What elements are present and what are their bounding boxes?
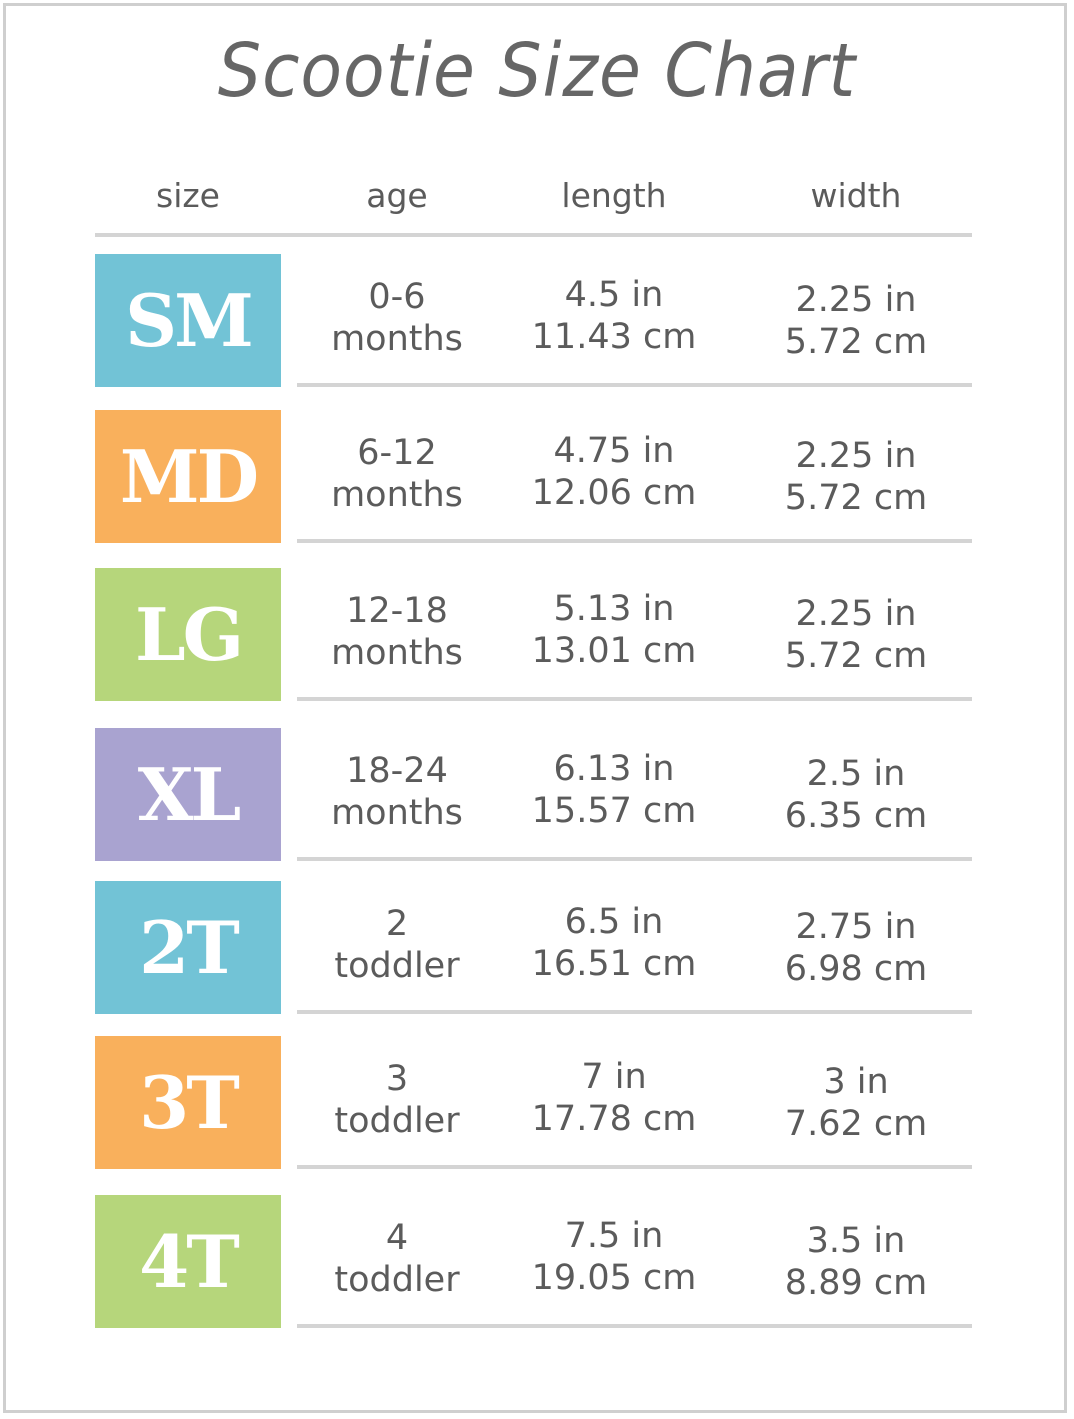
age-value: 4	[385, 1218, 409, 1258]
age-cell: 4 toddler	[277, 1217, 517, 1301]
length-cm: 19.05 cm	[531, 1258, 697, 1298]
age-cell: 6-12 months	[277, 432, 517, 516]
row-divider	[297, 1324, 972, 1328]
length-in: 5.13 in	[553, 589, 675, 629]
length-cm: 15.57 cm	[531, 791, 697, 831]
length-in: 6.5 in	[564, 902, 664, 942]
length-cm: 12.06 cm	[531, 473, 697, 513]
size-badge: 3T	[95, 1036, 281, 1169]
width-cell: 2.75 in 6.98 cm	[736, 906, 976, 990]
age-value: 12-18	[346, 591, 448, 631]
table-row: LG 12-18 months 5.13 in 13.01 cm 2.25 in…	[0, 568, 1074, 725]
width-cm: 6.98 cm	[784, 949, 928, 989]
size-badge: 4T	[95, 1195, 281, 1328]
length-in: 7 in	[581, 1057, 647, 1097]
length-cm: 11.43 cm	[531, 317, 697, 357]
length-cell: 4.5 in 11.43 cm	[494, 274, 734, 358]
row-divider	[297, 539, 972, 543]
length-cell: 7.5 in 19.05 cm	[494, 1215, 734, 1299]
age-value: 18-24	[346, 751, 448, 791]
header-size: size	[156, 176, 220, 215]
table-row: 4T 4 toddler 7.5 in 19.05 cm 3.5 in 8.89…	[0, 1195, 1074, 1352]
chart-frame	[3, 3, 1067, 1413]
age-cell: 18-24 months	[277, 750, 517, 834]
length-cm: 16.51 cm	[531, 944, 697, 984]
width-cell: 2.25 in 5.72 cm	[736, 593, 976, 677]
width-in: 2.5 in	[806, 754, 906, 794]
age-unit: toddler	[334, 946, 460, 986]
size-badge: LG	[95, 568, 281, 701]
width-in: 2.75 in	[795, 907, 917, 947]
length-cell: 6.5 in 16.51 cm	[494, 901, 734, 985]
row-divider	[297, 857, 972, 861]
age-value: 0-6	[368, 277, 426, 317]
size-badge: 2T	[95, 881, 281, 1014]
table-row: 3T 3 toddler 7 in 17.78 cm 3 in 7.62 cm	[0, 1036, 1074, 1193]
header-length: length	[561, 176, 667, 215]
table-row: 2T 2 toddler 6.5 in 16.51 cm 2.75 in 6.9…	[0, 881, 1074, 1038]
header-divider	[95, 233, 972, 237]
width-cell: 3 in 7.62 cm	[736, 1061, 976, 1145]
header-width: width	[810, 176, 902, 215]
age-unit: months	[331, 633, 463, 673]
width-cm: 6.35 cm	[784, 796, 928, 836]
length-cell: 4.75 in 12.06 cm	[494, 430, 734, 514]
width-cell: 2.25 in 5.72 cm	[736, 279, 976, 363]
width-cell: 2.25 in 5.72 cm	[736, 435, 976, 519]
length-cm: 13.01 cm	[531, 631, 697, 671]
age-cell: 0-6 months	[277, 276, 517, 360]
age-unit: months	[331, 793, 463, 833]
width-in: 3.5 in	[806, 1221, 906, 1261]
width-in: 2.25 in	[795, 436, 917, 476]
width-cm: 7.62 cm	[784, 1104, 928, 1144]
width-cell: 3.5 in 8.89 cm	[736, 1220, 976, 1304]
age-value: 6-12	[357, 433, 437, 473]
length-cell: 5.13 in 13.01 cm	[494, 588, 734, 672]
row-divider	[297, 1010, 972, 1014]
table-row: MD 6-12 months 4.75 in 12.06 cm 2.25 in …	[0, 410, 1074, 567]
age-unit: months	[331, 475, 463, 515]
age-unit: toddler	[334, 1260, 460, 1300]
row-divider	[297, 697, 972, 701]
size-badge: XL	[95, 728, 281, 861]
header-age: age	[366, 176, 428, 215]
size-badge: SM	[95, 254, 281, 387]
width-cm: 5.72 cm	[784, 322, 928, 362]
age-cell: 2 toddler	[277, 903, 517, 987]
age-unit: toddler	[334, 1101, 460, 1141]
width-cell: 2.5 in 6.35 cm	[736, 753, 976, 837]
length-in: 6.13 in	[553, 749, 675, 789]
table-row: SM 0-6 months 4.5 in 11.43 cm 2.25 in 5.…	[0, 254, 1074, 411]
length-in: 7.5 in	[564, 1216, 664, 1256]
length-cm: 17.78 cm	[531, 1099, 697, 1139]
row-divider	[297, 383, 972, 387]
length-cell: 6.13 in 15.57 cm	[494, 748, 734, 832]
length-in: 4.5 in	[564, 275, 664, 315]
age-unit: months	[331, 319, 463, 359]
width-cm: 8.89 cm	[784, 1263, 928, 1303]
chart-title: Scootie Size Chart	[217, 28, 857, 114]
age-value: 3	[385, 1059, 409, 1099]
table-row: XL 18-24 months 6.13 in 15.57 cm 2.5 in …	[0, 728, 1074, 885]
width-cm: 5.72 cm	[784, 636, 928, 676]
width-in: 2.25 in	[795, 594, 917, 634]
length-cell: 7 in 17.78 cm	[494, 1056, 734, 1140]
age-cell: 3 toddler	[277, 1058, 517, 1142]
age-value: 2	[385, 904, 409, 944]
age-cell: 12-18 months	[277, 590, 517, 674]
width-in: 3 in	[823, 1062, 889, 1102]
width-cm: 5.72 cm	[784, 478, 928, 518]
row-divider	[297, 1165, 972, 1169]
length-in: 4.75 in	[553, 431, 675, 471]
size-badge: MD	[95, 410, 281, 543]
width-in: 2.25 in	[795, 280, 917, 320]
